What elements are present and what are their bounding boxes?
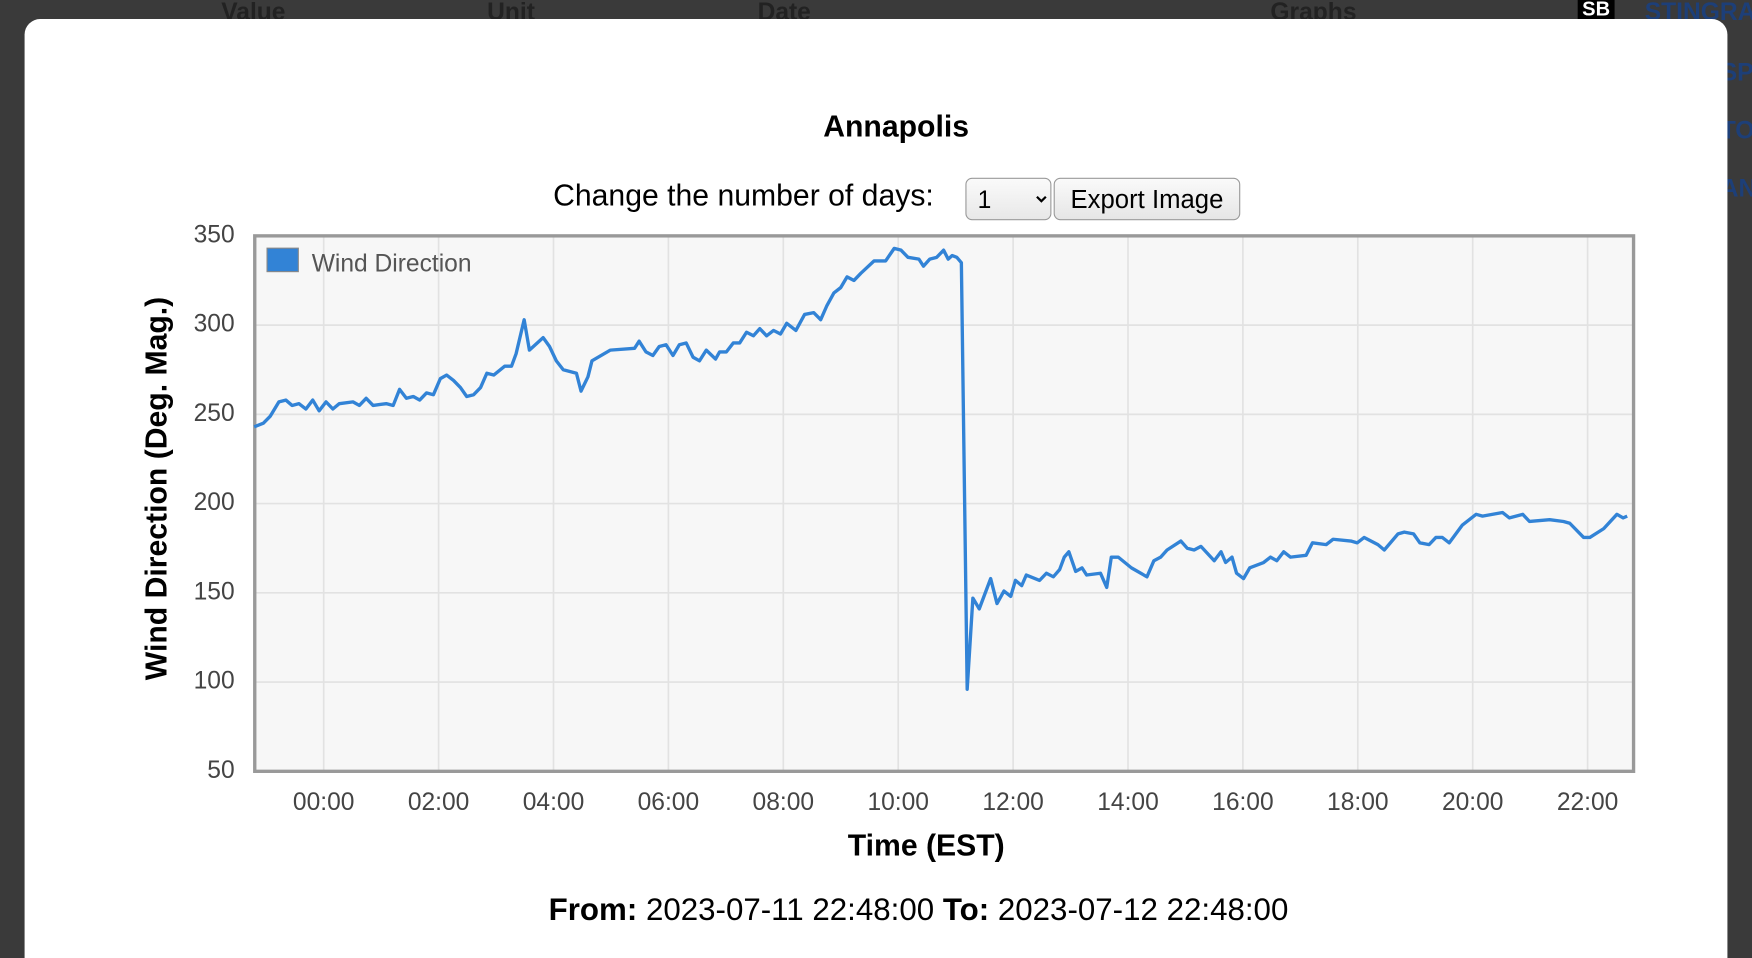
y-axis-label: Wind Direction (Deg. Mag.) — [141, 297, 174, 680]
data-line — [253, 246, 1628, 691]
chart-title: Annapolis — [823, 109, 970, 144]
days-select[interactable]: 1 — [965, 177, 1052, 221]
x-tick-label: 16:00 — [1212, 789, 1274, 816]
y-tick-label: 350 — [194, 221, 235, 248]
to-label: To: — [942, 892, 990, 927]
y-tick-label: 50 — [207, 757, 234, 784]
badge: SB — [1577, 0, 1615, 22]
x-tick-label: 02:00 — [408, 789, 470, 816]
x-tick-label: 12:00 — [982, 789, 1044, 816]
x-tick-label: 18:00 — [1327, 789, 1389, 816]
days-label: Change the number of days: — [553, 178, 934, 213]
from-label: From: — [548, 892, 638, 927]
y-tick-label: 200 — [194, 489, 235, 516]
export-button[interactable]: Export Image — [1053, 177, 1241, 221]
date-range: From: 2023-07-11 22:48:00 To: 2023-07-12… — [549, 892, 1289, 928]
y-tick-label: 150 — [194, 578, 235, 605]
x-tick-label: 20:00 — [1442, 789, 1504, 816]
x-tick-label: 10:00 — [867, 789, 929, 816]
y-tick-label: 300 — [194, 311, 235, 338]
to-value: 2023-07-12 22:48:00 — [997, 892, 1289, 927]
x-tick-label: 00:00 — [293, 789, 355, 816]
x-tick-label: 22:00 — [1557, 789, 1619, 816]
y-tick-label: 100 — [194, 668, 235, 695]
x-tick-label: 06:00 — [638, 789, 700, 816]
from-value: 2023-07-11 22:48:00 — [645, 892, 935, 927]
x-axis-label: Time (EST) — [848, 829, 1005, 862]
legend-label: Wind Direction — [312, 250, 472, 277]
x-tick-label: 08:00 — [753, 789, 815, 816]
y-tick-label: 250 — [194, 400, 235, 427]
x-tick-label: 14:00 — [1097, 789, 1159, 816]
x-tick-label: 04:00 — [523, 789, 585, 816]
plot-border — [253, 234, 1636, 773]
legend-swatch — [266, 247, 299, 273]
